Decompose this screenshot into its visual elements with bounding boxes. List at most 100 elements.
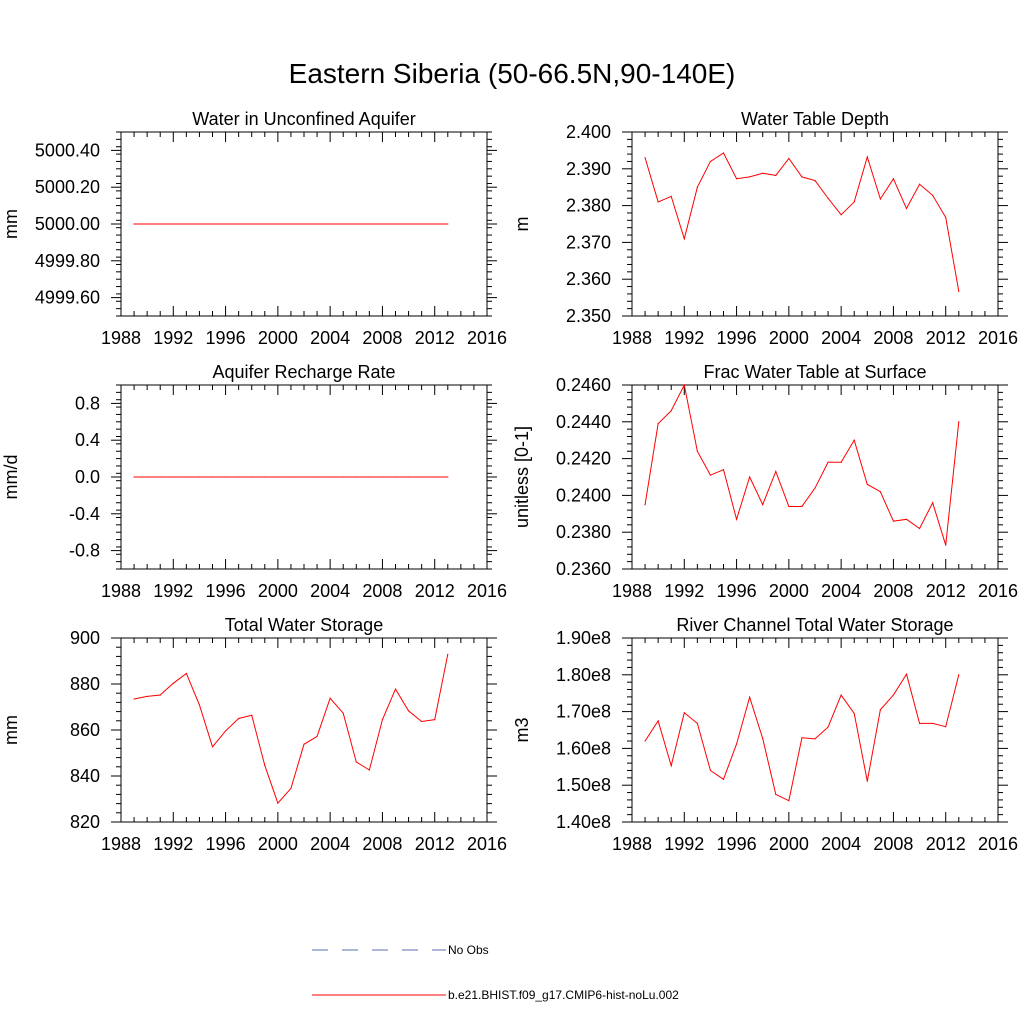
data-point [264, 223, 266, 225]
data-point [932, 194, 934, 196]
data-point [814, 738, 816, 740]
x-tick-label: 1992 [153, 834, 193, 854]
data-point [198, 476, 201, 478]
y-axis-label: m3 [512, 717, 532, 742]
y-tick-label: 1.40e8 [556, 812, 611, 832]
data-point [644, 740, 646, 742]
data-point [238, 717, 240, 720]
data-point [722, 152, 725, 154]
x-tick-label: 1992 [664, 834, 704, 854]
data-point [696, 186, 698, 188]
plot-frame [631, 384, 999, 570]
data-point [421, 476, 423, 478]
data-point [407, 710, 410, 712]
data-point [762, 504, 764, 506]
y-axis-label: mm [1, 209, 21, 239]
x-tick-label: 2012 [926, 581, 966, 601]
data-point [905, 673, 908, 675]
data-point [840, 461, 842, 463]
data-point [421, 223, 423, 225]
data-point [434, 476, 436, 478]
data-point [224, 730, 227, 732]
y-axis-label: mm/d [1, 455, 21, 500]
data-point [945, 726, 947, 728]
data-point [264, 764, 266, 767]
y-tick-label: 0.2400 [556, 485, 611, 505]
data-point [958, 674, 960, 676]
y-tick-label: 0.2360 [556, 559, 611, 579]
y-tick-label: 1.70e8 [556, 702, 611, 722]
data-point [866, 780, 868, 782]
x-tick-label: 1996 [206, 834, 246, 854]
data-point [657, 423, 659, 425]
data-point [316, 476, 318, 478]
data-point [198, 223, 201, 225]
y-tick-label: 2.350 [566, 306, 611, 326]
data-point [421, 720, 423, 723]
data-point [198, 704, 201, 706]
x-tick-label: 2004 [821, 328, 861, 348]
data-point [683, 712, 685, 714]
data-point [762, 172, 764, 174]
data-point [407, 223, 410, 225]
x-tick-label: 1988 [101, 581, 141, 601]
x-tick-label: 1988 [101, 328, 141, 348]
y-tick-label: 1.80e8 [556, 665, 611, 685]
data-point [381, 476, 384, 478]
data-point [434, 719, 436, 721]
data-point [932, 502, 934, 504]
x-tick-label: 1988 [101, 834, 141, 854]
y-axis-label: mm [1, 715, 21, 745]
data-point [762, 737, 764, 740]
legend-item-1: No Obs [312, 943, 489, 957]
data-point [329, 476, 331, 478]
data-point [866, 156, 868, 158]
data-point [696, 722, 698, 724]
data-point [722, 469, 725, 471]
panel-3: Aquifer Recharge Rate mm/d 1988 1992 1996 200… [1, 362, 507, 601]
data-point [801, 176, 803, 178]
y-tick-label: -0.8 [69, 541, 100, 561]
data-point [303, 743, 305, 745]
data-point [133, 476, 135, 478]
data-point [342, 712, 344, 714]
x-tick-label: 2012 [926, 328, 966, 348]
data-point [853, 712, 855, 715]
data-point [368, 476, 370, 478]
y-tick-label: 0.4 [75, 430, 100, 450]
y-tick-label: 860 [70, 720, 100, 740]
x-tick-label: 2008 [873, 328, 913, 348]
y-tick-label: 0.2380 [556, 522, 611, 542]
x-tick-label: 2016 [467, 834, 507, 854]
x-tick-label: 1996 [206, 581, 246, 601]
series-line [644, 152, 960, 292]
panel-title: Frac Water Table at Surface [703, 362, 926, 382]
data-point [670, 410, 672, 412]
x-tick-label: 2008 [873, 581, 913, 601]
y-tick-label: 0.2440 [556, 412, 611, 432]
panel-title: Water Table Depth [741, 109, 889, 129]
series-line [644, 383, 960, 546]
data-point [749, 696, 751, 698]
data-point [394, 476, 397, 478]
data-point [394, 688, 397, 690]
x-tick-label: 1996 [717, 834, 757, 854]
data-point [735, 178, 738, 180]
data-point [238, 223, 240, 225]
x-tick-label: 1992 [153, 328, 193, 348]
y-tick-label: 0.2460 [556, 375, 611, 395]
x-tick-label: 2012 [415, 581, 455, 601]
data-point [238, 476, 240, 478]
legend-item-2: b.e21.BHIST.f09_g17.CMIP6-hist-noLu.002 [312, 988, 679, 1002]
data-point [827, 461, 829, 463]
data-point [146, 695, 148, 698]
data-point [735, 518, 738, 520]
data-point [329, 697, 331, 699]
x-tick-label: 2016 [467, 328, 507, 348]
data-point [447, 223, 449, 225]
y-tick-label: 5000.40 [35, 140, 100, 160]
x-tick-label: 2004 [310, 328, 350, 348]
data-point [224, 476, 227, 478]
data-point [683, 384, 685, 386]
